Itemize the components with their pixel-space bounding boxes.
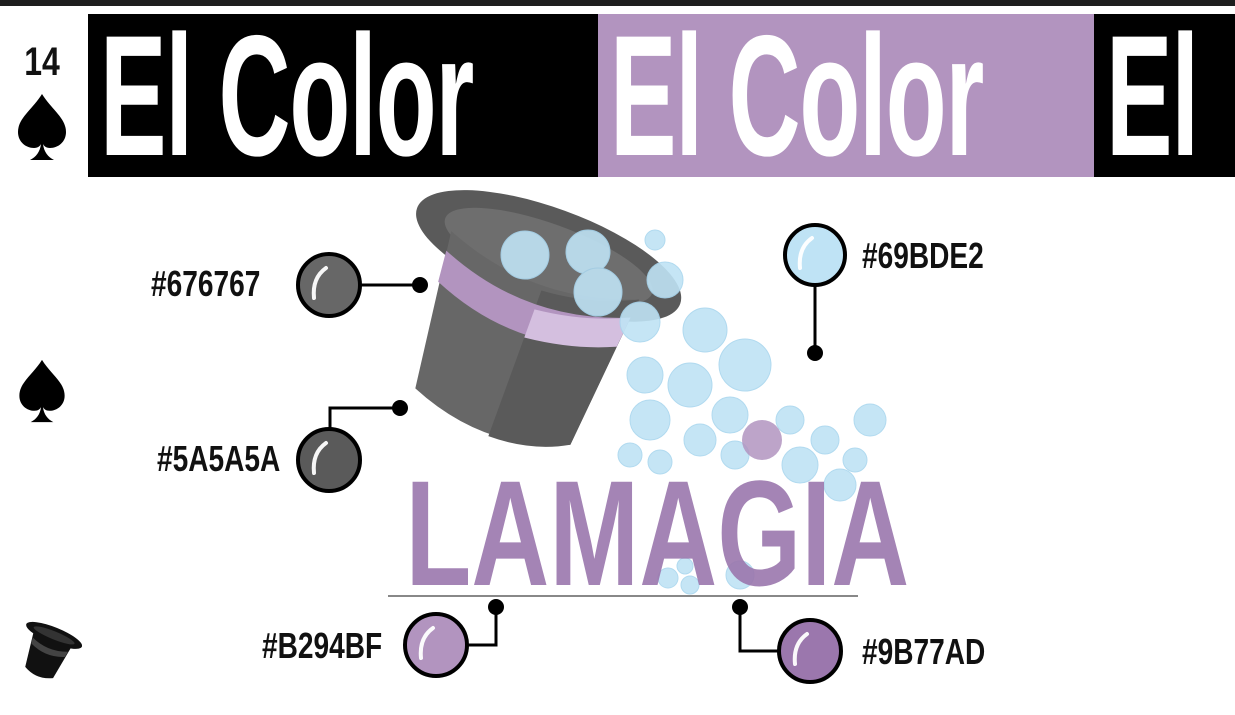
swatch-9b77ad [777, 618, 843, 684]
swatch-label: #5A5A5A [157, 438, 281, 479]
spade-icon [19, 359, 65, 423]
swatch-label: #B294BF [262, 625, 383, 666]
swatch-5a5a5a [296, 427, 362, 493]
top-border [0, 0, 1235, 6]
title-text-3: El [1106, 14, 1199, 177]
title-banner-dark-end: El [1094, 14, 1235, 177]
swatch-676767 [296, 252, 362, 318]
title-banner-dark: El Color [88, 14, 598, 177]
title-banner-purple: El Color [598, 14, 1094, 177]
swatch-label: #69BDE2 [862, 235, 984, 276]
swatch-label: #676767 [151, 263, 261, 304]
card-number: 14 [24, 40, 60, 84]
swatch-label: #9B77AD [862, 631, 986, 672]
title-text-1: El Color [100, 14, 474, 177]
logo-text: LAMAGIA [405, 450, 909, 618]
title-text-2: El Color [610, 14, 984, 177]
spade-icon [18, 94, 66, 160]
bubbles [500, 229, 887, 595]
swatch-b294bf [403, 612, 469, 678]
top-hat-icon [25, 621, 82, 679]
swatch-69bde2 [783, 223, 847, 287]
